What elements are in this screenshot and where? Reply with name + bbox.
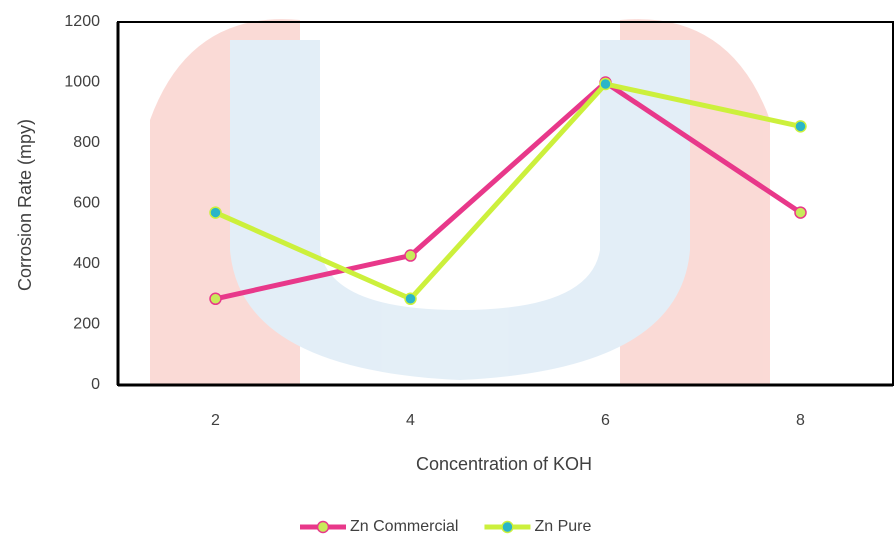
data-point (404, 292, 417, 306)
y-tick-label: 0 (91, 376, 100, 393)
y-tick-label: 400 (73, 255, 100, 272)
data-point (209, 292, 222, 306)
y-tick-label: 1000 (64, 74, 100, 91)
y-tick-label: 1200 (64, 13, 100, 30)
legend-label: Zn Pure (534, 518, 591, 535)
data-point (794, 206, 807, 219)
data-point (209, 206, 222, 219)
watermark-shape (230, 40, 690, 380)
x-tick-label: 4 (406, 412, 415, 429)
y-axis-label: Corrosion Rate (mpy) (15, 119, 35, 291)
legend-label: Zn Commercial (350, 518, 458, 535)
x-axis-label: Concentration of KOH (416, 454, 592, 474)
x-tick-label: 8 (796, 412, 805, 429)
legend-marker (316, 520, 330, 534)
x-tick-label: 6 (601, 412, 610, 429)
series-line (214, 81, 802, 302)
y-tick-label: 600 (73, 195, 100, 212)
data-point (404, 249, 417, 262)
y-tick-label: 200 (73, 316, 100, 333)
series-line (214, 80, 802, 302)
watermark (150, 19, 770, 386)
data-point (794, 120, 807, 133)
data-point (599, 77, 612, 91)
y-tick-label: 800 (73, 134, 100, 151)
x-tick-label: 2 (211, 412, 220, 429)
legend-marker (501, 520, 514, 534)
